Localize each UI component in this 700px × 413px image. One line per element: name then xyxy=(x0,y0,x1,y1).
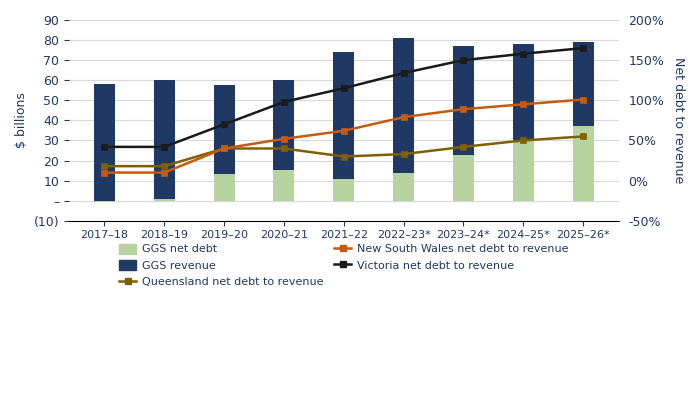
Queensland net debt to revenue xyxy=(519,138,528,143)
Queensland net debt to revenue xyxy=(579,134,587,139)
Victoria net debt to revenue xyxy=(220,122,228,127)
Bar xyxy=(154,199,175,201)
Queensland net debt to revenue xyxy=(400,152,408,157)
Queensland net debt to revenue xyxy=(220,146,228,151)
Victoria net debt to revenue xyxy=(400,71,408,76)
Bar xyxy=(214,173,235,201)
Line: New South Wales net debt to revenue: New South Wales net debt to revenue xyxy=(101,96,587,176)
Bar xyxy=(333,178,354,201)
New South Wales net debt to revenue xyxy=(400,115,408,120)
Bar xyxy=(94,84,115,201)
Victoria net debt to revenue xyxy=(459,58,468,63)
Legend: GGS net debt, GGS revenue, Queensland net debt to revenue, New South Wales net d: GGS net debt, GGS revenue, Queensland ne… xyxy=(115,239,573,292)
Y-axis label: Net debt to revenue: Net debt to revenue xyxy=(672,57,685,183)
New South Wales net debt to revenue xyxy=(100,170,108,175)
Line: Queensland net debt to revenue: Queensland net debt to revenue xyxy=(101,133,587,170)
Bar xyxy=(333,52,354,201)
Queensland net debt to revenue xyxy=(280,146,288,151)
Bar xyxy=(513,44,533,201)
Y-axis label: $ billions: $ billions xyxy=(15,93,28,148)
Victoria net debt to revenue xyxy=(160,145,169,150)
Bar xyxy=(573,126,594,201)
Bar xyxy=(453,46,474,201)
Victoria net debt to revenue xyxy=(519,51,528,56)
Queensland net debt to revenue xyxy=(160,164,169,169)
New South Wales net debt to revenue xyxy=(280,136,288,141)
Queensland net debt to revenue xyxy=(340,154,348,159)
New South Wales net debt to revenue xyxy=(519,102,528,107)
New South Wales net debt to revenue xyxy=(340,128,348,133)
New South Wales net debt to revenue xyxy=(579,97,587,102)
New South Wales net debt to revenue xyxy=(220,146,228,151)
Victoria net debt to revenue xyxy=(340,86,348,91)
Bar xyxy=(94,201,115,202)
Bar xyxy=(393,173,414,201)
Victoria net debt to revenue xyxy=(100,145,108,150)
Victoria net debt to revenue xyxy=(280,100,288,104)
New South Wales net debt to revenue xyxy=(459,107,468,112)
Queensland net debt to revenue xyxy=(100,164,108,169)
Bar xyxy=(154,80,175,201)
Bar xyxy=(274,80,295,201)
Bar xyxy=(573,42,594,201)
New South Wales net debt to revenue xyxy=(160,170,169,175)
Bar xyxy=(214,85,235,201)
Bar xyxy=(393,38,414,201)
Line: Victoria net debt to revenue: Victoria net debt to revenue xyxy=(101,45,587,150)
Victoria net debt to revenue xyxy=(579,45,587,50)
Bar xyxy=(453,154,474,201)
Bar xyxy=(513,140,533,201)
Queensland net debt to revenue xyxy=(459,145,468,150)
Bar xyxy=(274,170,295,201)
